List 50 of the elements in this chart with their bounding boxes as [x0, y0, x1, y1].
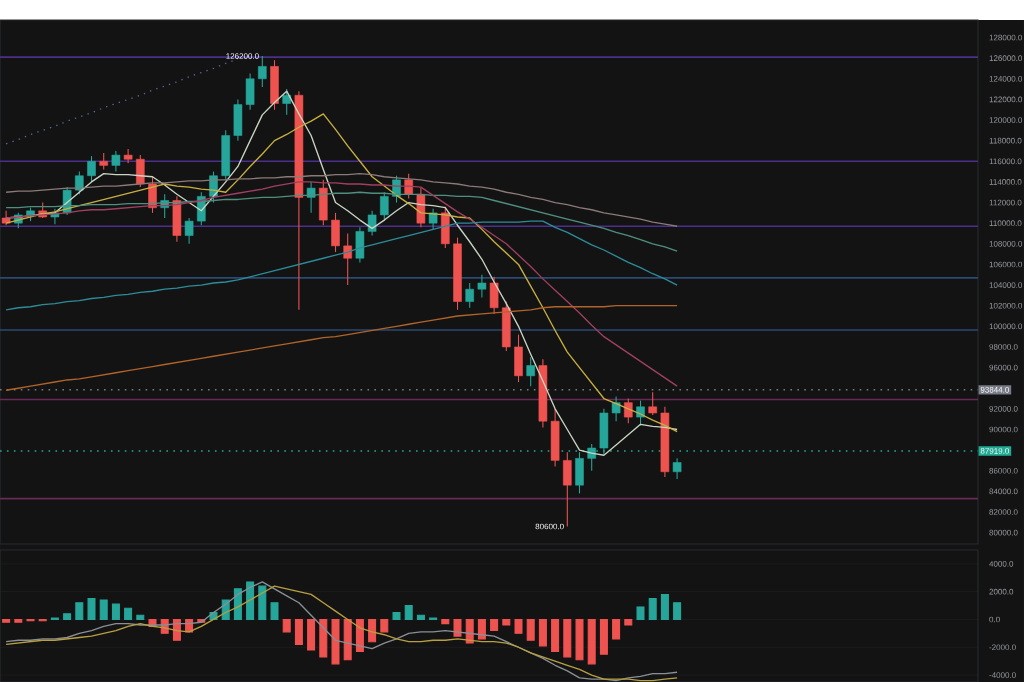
- bar: [258, 585, 267, 620]
- bar: [111, 603, 120, 620]
- bar: [63, 613, 72, 620]
- bar: [612, 618, 621, 640]
- bar: [502, 618, 511, 626]
- bar: [490, 618, 499, 632]
- bar: [636, 606, 645, 620]
- bar: [538, 618, 547, 647]
- bar: [87, 598, 96, 620]
- bar: [319, 618, 328, 658]
- bar: [551, 618, 560, 652]
- bar: [343, 618, 352, 661]
- candlestick: [111, 150, 121, 173]
- bar: [575, 618, 584, 661]
- bar: [75, 602, 84, 620]
- bar: [392, 611, 401, 620]
- bar: [270, 602, 279, 620]
- bar: [587, 618, 596, 665]
- bar: [380, 618, 389, 633]
- bar: [331, 618, 340, 665]
- bar: [563, 618, 572, 658]
- line-series: [5, 58, 239, 145]
- candlestick: [526, 356, 535, 387]
- bar: [441, 618, 450, 625]
- candlestick: [636, 400, 645, 426]
- bar: [136, 614, 145, 620]
- candlestick: [404, 173, 414, 199]
- bar: [416, 614, 425, 620]
- bar: [526, 618, 535, 641]
- candlestick: [282, 88, 291, 116]
- candlestick: [672, 457, 682, 480]
- bar: [355, 618, 364, 652]
- bar: [246, 581, 255, 620]
- bar: [99, 599, 108, 620]
- bar: [282, 618, 291, 633]
- bar: [514, 618, 523, 634]
- bar: [124, 607, 133, 620]
- bar: [477, 618, 486, 640]
- candlestick: [270, 59, 279, 111]
- candlestick: [624, 397, 633, 424]
- bar: [660, 593, 669, 620]
- bar: [599, 618, 608, 655]
- bar: [368, 618, 377, 643]
- bar: [404, 605, 413, 620]
- bar: [294, 618, 303, 645]
- bar: [648, 598, 657, 620]
- bar: [453, 618, 462, 637]
- bar: [624, 618, 633, 626]
- bar: [307, 618, 316, 651]
- bar: [673, 602, 682, 620]
